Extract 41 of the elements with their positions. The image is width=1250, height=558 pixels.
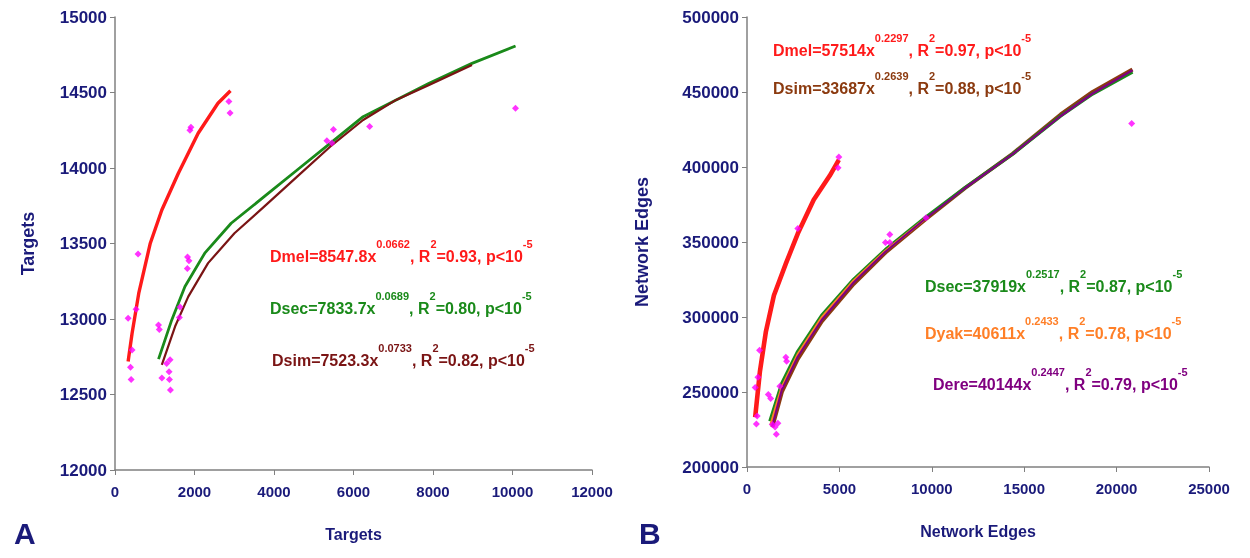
x-tick-label: 8000 [416,483,450,500]
y-tick-label: 500000 [682,7,739,27]
y-tick-label: 200000 [682,457,739,477]
text: B [639,516,661,550]
x-tick-label: 10000 [491,483,534,500]
y-tick-label: 450000 [682,82,739,102]
x-tick-label: 10000 [910,480,953,497]
y-tick-label: 300000 [682,307,739,327]
x-tick-label: 25000 [1188,480,1230,497]
text: Dsim=7523.3x0.0733, R2=0.82, p<10-5 [272,341,535,369]
y-tick-label: 250000 [682,382,739,402]
x-tick-label: 5000 [822,480,857,497]
text: A [14,516,36,550]
y-tick-label: 12500 [59,385,107,404]
x-tick-label: 0 [742,480,752,497]
y-tick-label: 350000 [682,232,739,252]
x-tick-label: 0 [110,483,120,500]
y-axis-title: Targets [18,211,38,276]
y-tick-label: 12000 [59,460,107,480]
y-tick-label: 400000 [682,157,739,177]
x-axis-title: Network Edges [920,522,1036,540]
x-tick-label: 12000 [571,483,613,500]
y-axis-title: Network Edges [632,176,652,308]
x-tick-label: 20000 [1095,480,1138,497]
y-tick-label: 14500 [59,83,107,102]
text: Dsec=37919x0.2517, R2=0.87, p<10-5 [925,267,1183,295]
text: Dmel=57514x0.2297, R2=0.97, p<10-5 [773,31,1032,59]
text: Dsim=33687x0.2639, R2=0.88, p<10-5 [773,69,1032,97]
x-tick-label: 15000 [1003,480,1046,497]
x-tick-label: 6000 [336,483,371,500]
y-tick-label: 14000 [59,158,107,178]
y-tick-label: 15000 [59,7,107,27]
y-tick-label: 13500 [59,234,107,253]
y-tick-label: 13000 [59,309,107,329]
x-tick-label: 2000 [177,483,212,500]
x-axis-title: Targets [325,525,382,543]
text: Dere=40144x0.2447, R2=0.79, p<10-5 [933,365,1188,393]
text: Dyak=40611x0.2433, R2=0.78, p<10-5 [925,314,1182,342]
text: Dmel=8547.8x0.0662, R2=0.93, p<10-5 [270,237,533,265]
x-tick-label: 4000 [257,483,291,500]
text: Dsec=7833.7x0.0689, R2=0.80, p<10-5 [270,289,532,317]
